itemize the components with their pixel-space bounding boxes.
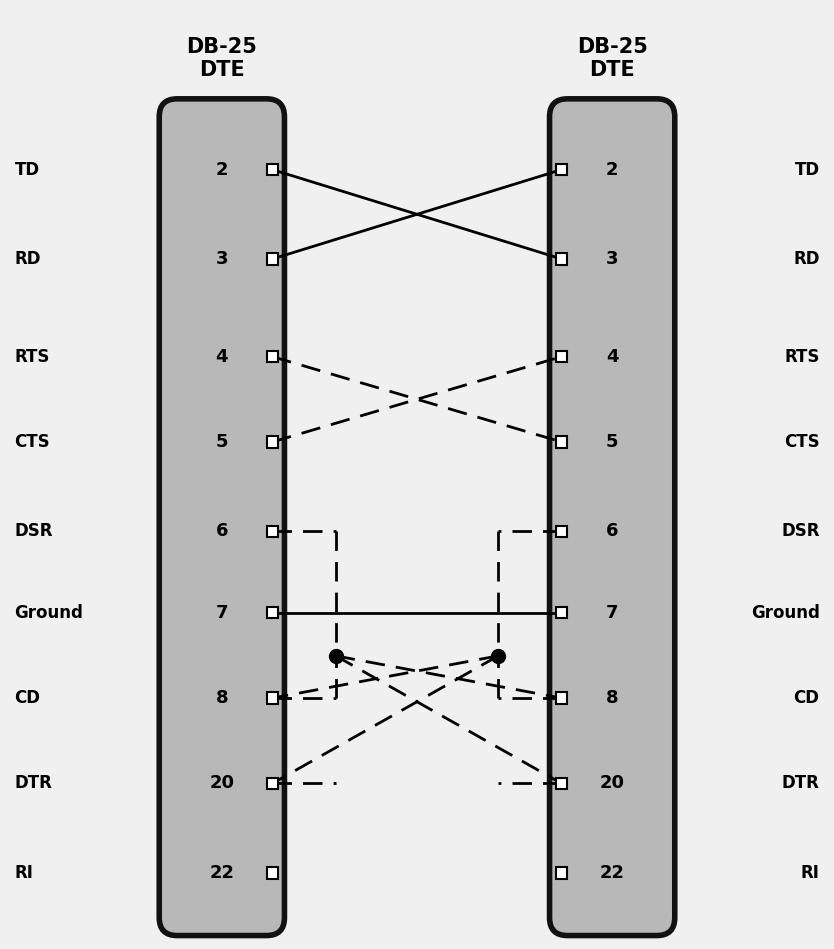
Text: RD: RD	[14, 250, 41, 268]
Text: 6: 6	[216, 522, 228, 540]
Bar	[556, 164, 567, 176]
Bar	[267, 164, 278, 176]
Text: 4: 4	[216, 347, 228, 365]
Text: CD: CD	[793, 689, 820, 707]
Text: DB-25
DTE: DB-25 DTE	[187, 37, 257, 80]
Bar	[556, 351, 567, 363]
Bar	[267, 867, 278, 879]
Bar	[267, 693, 278, 704]
Text: TD: TD	[14, 160, 40, 178]
Bar	[267, 437, 278, 448]
Text: DSR: DSR	[781, 522, 820, 540]
Bar	[556, 526, 567, 537]
Bar	[267, 526, 278, 537]
Text: 22: 22	[209, 864, 234, 882]
Bar	[556, 437, 567, 448]
Text: DTR: DTR	[14, 774, 53, 792]
Text: RI: RI	[14, 864, 33, 882]
Text: 7: 7	[216, 604, 228, 622]
Text: CD: CD	[14, 689, 41, 707]
Bar	[267, 351, 278, 363]
Text: 20: 20	[209, 774, 234, 792]
Text: 2: 2	[606, 160, 618, 178]
Text: 3: 3	[216, 250, 228, 268]
FancyBboxPatch shape	[159, 99, 284, 936]
Bar	[556, 693, 567, 704]
Text: TD: TD	[794, 160, 820, 178]
Text: Ground: Ground	[751, 604, 820, 622]
Text: 22: 22	[600, 864, 625, 882]
Text: 8: 8	[215, 689, 229, 707]
Text: 5: 5	[216, 433, 228, 451]
Bar	[267, 778, 278, 790]
Text: 20: 20	[600, 774, 625, 792]
Text: RTS: RTS	[784, 347, 820, 365]
Bar	[267, 253, 278, 265]
Text: 2: 2	[216, 160, 228, 178]
Text: CTS: CTS	[784, 433, 820, 451]
Bar	[556, 253, 567, 265]
Text: CTS: CTS	[14, 433, 50, 451]
Text: RD: RD	[793, 250, 820, 268]
Text: 6: 6	[606, 522, 618, 540]
Text: 3: 3	[606, 250, 618, 268]
Bar	[267, 607, 278, 619]
Bar	[556, 778, 567, 790]
Text: DTR: DTR	[781, 774, 820, 792]
Text: DSR: DSR	[14, 522, 53, 540]
Text: RI: RI	[801, 864, 820, 882]
Bar	[556, 607, 567, 619]
Text: 5: 5	[606, 433, 618, 451]
Text: 4: 4	[606, 347, 618, 365]
Bar	[556, 867, 567, 879]
FancyBboxPatch shape	[550, 99, 675, 936]
Text: 7: 7	[606, 604, 618, 622]
Text: DB-25
DTE: DB-25 DTE	[577, 37, 647, 80]
Text: RTS: RTS	[14, 347, 50, 365]
Text: 8: 8	[605, 689, 619, 707]
Text: Ground: Ground	[14, 604, 83, 622]
